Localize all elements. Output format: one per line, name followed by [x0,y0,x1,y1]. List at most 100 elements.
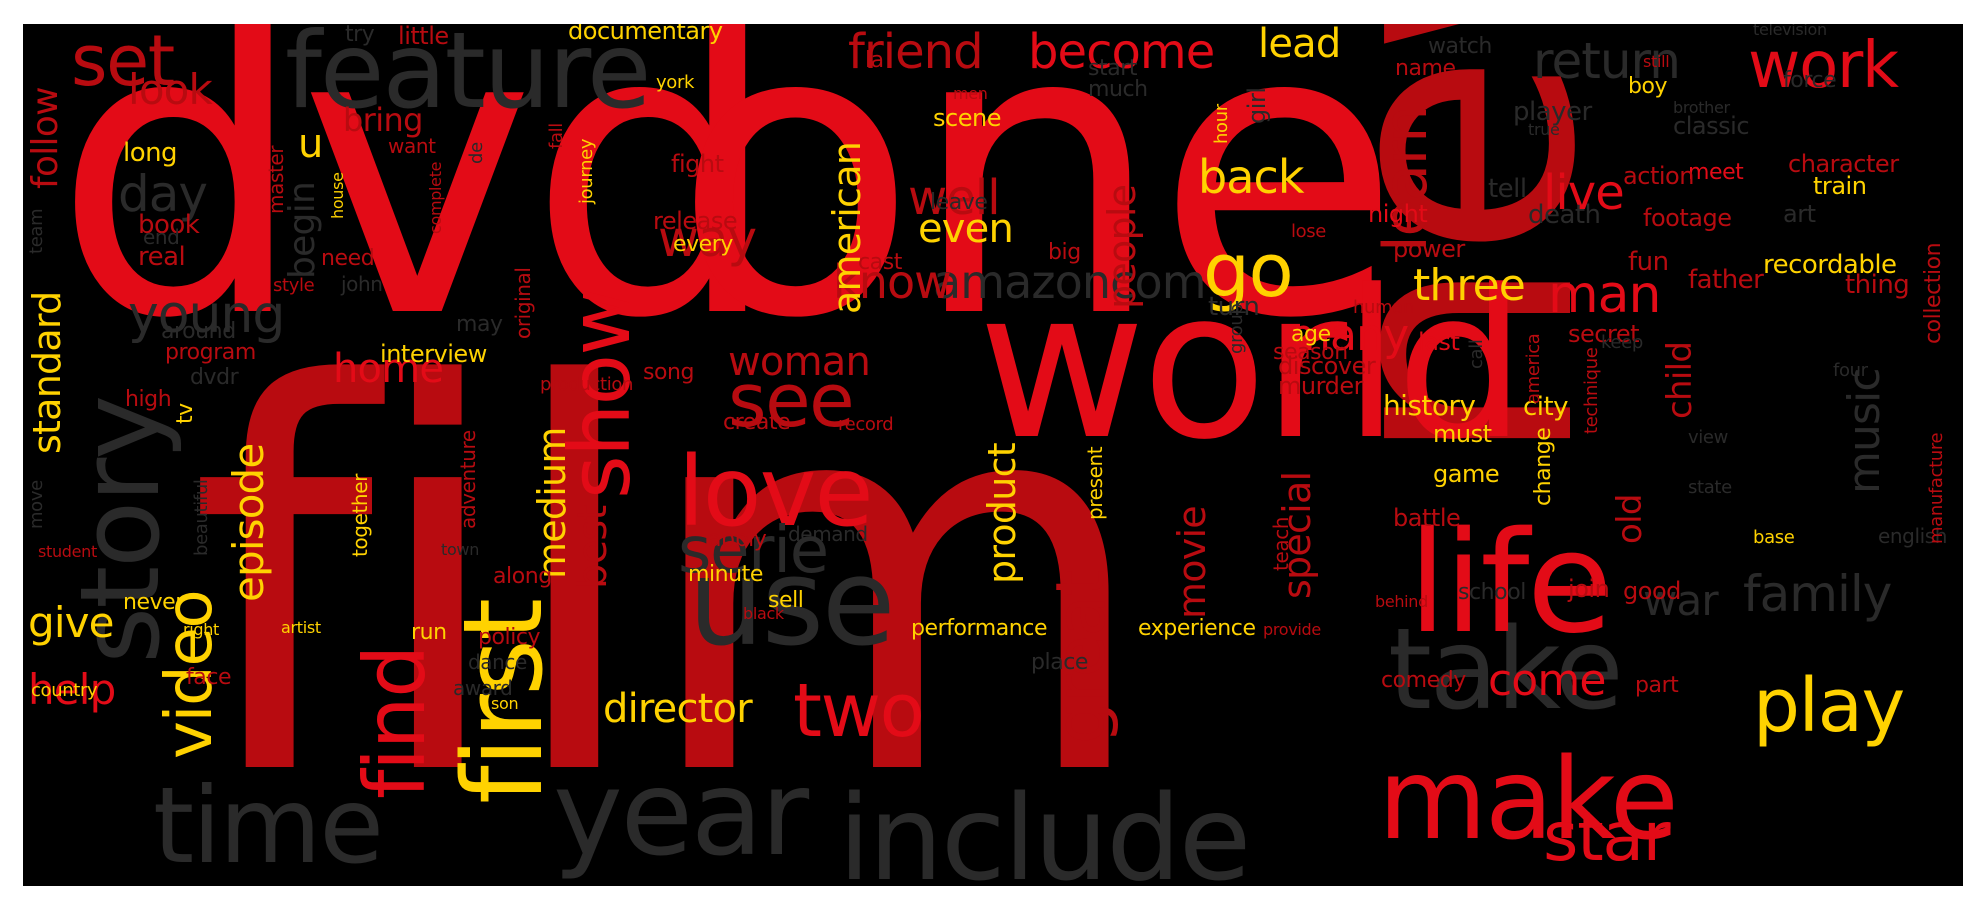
word-beautiful: beautiful [191,479,212,556]
word-award: award [453,676,513,700]
word-war: war [1643,576,1719,625]
word-go: go [1203,228,1294,314]
word-watch: watch [1428,34,1492,59]
word-product: product [980,443,1024,584]
word-best: best [570,505,616,589]
word-last: last [1418,328,1460,356]
word-song: song [643,360,695,385]
word-right: right [183,620,219,639]
word-black: black [743,604,784,623]
word-father: father [1688,265,1764,295]
word-york: york [656,72,695,93]
word-scene: scene [933,104,1002,132]
word-live: live [1543,165,1625,221]
word-country: country [31,680,98,701]
word-power: power [1393,235,1465,263]
word-art: art [1783,200,1816,228]
word-man: man [1548,265,1661,325]
word-never: never [123,590,184,615]
word-sell: sell [768,588,804,613]
word-amazoncom: amazoncom [933,255,1207,309]
word-create: create [723,410,791,435]
word-force: force [1783,68,1837,93]
word-season: season [1273,340,1348,365]
word-way: way [658,210,757,268]
word-see: see [728,358,855,444]
word-try: try [345,24,375,47]
word-learn: learn [1371,106,1441,252]
word-experience: experience [1138,616,1256,641]
word-group: group [1226,303,1247,354]
word-real: real [138,242,186,272]
word-recordable: recordable [1763,250,1897,280]
word-dvdr: dvdr [190,365,239,390]
word-movie: movie [1170,506,1214,619]
word-family: family [1743,565,1892,623]
word-demand: demand [788,522,868,546]
word-look: look [128,65,213,114]
word-good: good [1623,577,1681,605]
word-episode: episode [224,443,273,602]
word-day: day [118,165,208,223]
word-help: help [28,665,116,714]
word-friend: friend [848,24,984,80]
word-student: student [38,542,97,561]
word-young: young [128,285,285,345]
word-television: television [1753,24,1827,39]
word-boy: boy [1628,74,1668,99]
word-comedy: comedy [1381,668,1466,693]
word-men: men [953,84,988,103]
word-american: american [825,141,869,314]
word-son: son [491,694,519,713]
word-murder: murder [1278,372,1364,400]
word-director: director [603,686,753,732]
word-lead: lead [1258,24,1341,67]
word-well: well [908,170,1001,226]
word-turn: turn [1208,292,1260,322]
word-state: state [1688,477,1732,498]
word-history: history [1383,389,1476,422]
word-base: base [1753,527,1795,548]
word-know: know [833,255,952,309]
word-program: program [165,340,256,365]
word-documentary: documentary [568,24,723,45]
word-journey: journey [576,138,597,204]
word-provide: provide [1263,620,1321,639]
word-interview: interview [380,340,487,368]
word-name: name [1395,56,1456,81]
word-dvd: dvd [53,24,782,406]
word-use: use [688,534,896,673]
word-part: part [1635,673,1679,698]
word-work: work [1748,29,1899,103]
word-action: action [1623,162,1694,190]
word-release: release [653,207,738,235]
word-human: human [1353,297,1414,318]
word-minute: minute [688,562,763,587]
word-run: run [411,620,447,645]
word-game: game [1433,460,1500,488]
word-train: train [1813,172,1867,200]
word-along: along [493,564,552,589]
word-book: book [138,210,200,240]
word-four: four [1833,360,1868,381]
word-teach: teach [1269,516,1293,571]
word-back: back [1198,150,1305,204]
word-leave: leave [930,190,988,215]
word-player: player [1513,97,1592,127]
word-de: de [466,142,487,164]
word-play: play [1753,663,1905,749]
word-many: many [1288,310,1409,361]
word-true: true [1528,120,1560,139]
word-cloud: dvd one film new world feature time year… [23,24,1963,886]
word-team: team [26,208,47,254]
word-adventure: adventure [456,430,480,529]
word-behind: behind [1375,592,1428,611]
word-present: present [1083,446,1107,520]
word-end: end [143,225,180,249]
word-call: call [1466,339,1487,370]
word-english: english [1878,524,1948,548]
word-face: face [186,665,232,690]
word-one: one [673,24,1401,406]
word-meet: meet [1688,160,1744,185]
word-every: every [673,232,733,257]
